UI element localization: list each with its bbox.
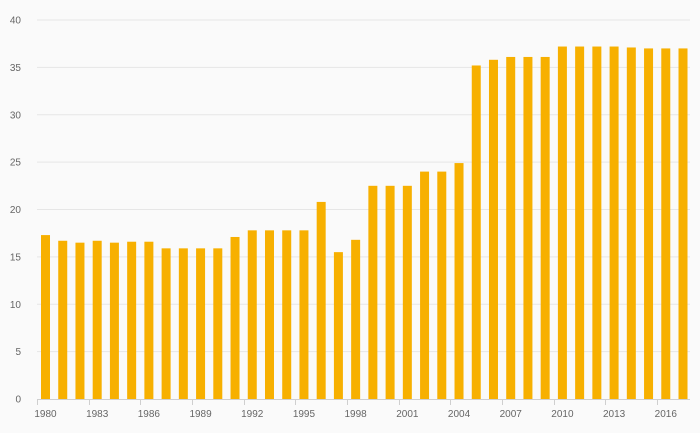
bar-1985 xyxy=(127,241,137,399)
x-tick-label: 2010 xyxy=(551,409,574,420)
bar-2010 xyxy=(557,46,567,399)
bar-1984 xyxy=(109,242,119,399)
x-axis-labels: 1980 1983 1986 1989 1992 1995 1998 2001 2004 2007… xyxy=(34,409,677,420)
bar-1996 xyxy=(316,201,326,399)
bar-2015 xyxy=(644,48,654,400)
bar-2003 xyxy=(437,171,447,399)
bar-1988 xyxy=(178,248,188,399)
bar-1992 xyxy=(247,230,257,399)
y-tick-label: 25 xyxy=(10,158,22,169)
bar-2012 xyxy=(592,46,602,399)
bar-2017 xyxy=(678,48,688,400)
x-tick-label: 1995 xyxy=(293,409,316,420)
bar-1998 xyxy=(351,239,361,399)
x-tick-label: 1998 xyxy=(345,409,368,420)
bar-2006 xyxy=(488,59,498,400)
bars xyxy=(41,46,688,400)
bar-1997 xyxy=(333,252,343,399)
bar-1983 xyxy=(92,240,102,399)
y-tick-label: 5 xyxy=(15,347,21,358)
bar-2007 xyxy=(506,56,516,399)
bar-1981 xyxy=(58,240,68,399)
bar-2013 xyxy=(609,46,619,399)
bar-1990 xyxy=(213,248,223,399)
y-tick-label: 30 xyxy=(10,110,22,121)
bar-1980 xyxy=(41,235,50,399)
bar-2001 xyxy=(402,185,412,399)
x-tick-label: 1992 xyxy=(241,409,264,420)
x-tick-label: 1989 xyxy=(189,409,212,420)
x-tick-label: 1983 xyxy=(86,409,109,420)
y-tick-label: 0 xyxy=(15,395,21,406)
bar-1987 xyxy=(161,248,171,399)
bar-1999 xyxy=(368,185,378,399)
bar-1995 xyxy=(299,230,309,399)
bar-1982 xyxy=(75,242,85,399)
y-tick-label: 20 xyxy=(10,205,22,216)
bar-2002 xyxy=(420,171,430,399)
bar-2016 xyxy=(661,48,671,400)
x-tick-label: 2004 xyxy=(448,409,471,420)
y-tick-label: 40 xyxy=(10,16,22,27)
bar-2000 xyxy=(385,185,395,399)
bar-2004 xyxy=(454,163,464,399)
x-axis xyxy=(37,399,690,405)
x-tick-label: 2013 xyxy=(603,409,626,420)
y-tick-label: 15 xyxy=(10,252,22,263)
bar-2014 xyxy=(626,47,636,399)
x-tick-label: 2016 xyxy=(655,409,678,420)
bar-1991 xyxy=(230,236,240,399)
bar-2005 xyxy=(471,65,481,399)
bar-1989 xyxy=(196,248,206,399)
bar-1986 xyxy=(144,241,154,399)
bar-2011 xyxy=(575,46,585,399)
bar-1994 xyxy=(282,230,292,399)
bar-2008 xyxy=(523,56,533,399)
y-tick-label: 10 xyxy=(10,300,22,311)
x-tick-label: 2001 xyxy=(396,409,419,420)
x-tick-label: 1986 xyxy=(138,409,161,420)
x-tick-label: 1980 xyxy=(34,409,57,420)
bar-2009 xyxy=(540,56,550,399)
bar-1993 xyxy=(264,230,274,399)
y-axis-labels: 0 5 10 15 20 25 30 35 40 xyxy=(10,16,22,406)
y-tick-label: 35 xyxy=(10,63,22,74)
x-tick-label: 2007 xyxy=(500,409,523,420)
